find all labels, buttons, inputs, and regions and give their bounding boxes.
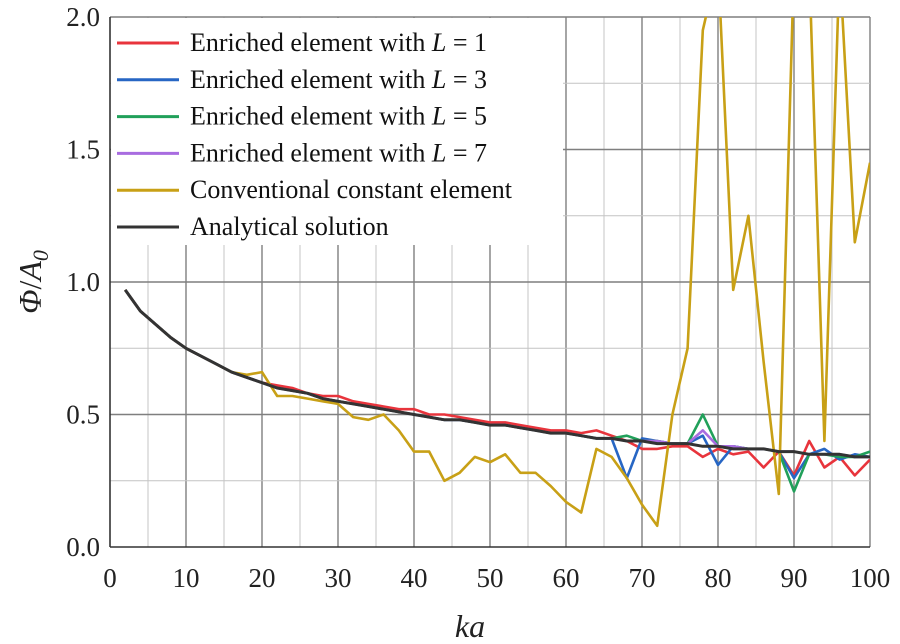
x-tick-label: 60 <box>553 563 580 593</box>
legend-label: Enriched element with L = 5 <box>190 102 487 131</box>
x-tick-label: 80 <box>705 563 732 593</box>
y-axis-label-sub: A <box>12 261 48 283</box>
y-tick-label: 0.0 <box>66 532 100 562</box>
x-tick-label: 0 <box>103 563 117 593</box>
series-line-5 <box>124 17 870 528</box>
legend-label: Conventional constant element <box>190 175 513 204</box>
y-tick-label: 1.0 <box>66 267 100 297</box>
y-axis-label-sep: / <box>12 281 48 290</box>
x-tick-label: 90 <box>781 563 808 593</box>
x-tick-label: 70 <box>629 563 656 593</box>
legend-label: Enriched element with L = 3 <box>190 65 487 94</box>
y-axis-label-subscript: 0 <box>28 250 53 261</box>
series-line-6 <box>123 289 870 459</box>
legend-label: Analytical solution <box>190 212 389 241</box>
y-axis-label-main: Φ <box>12 290 48 314</box>
y-tick-label: 0.5 <box>66 400 100 430</box>
x-tick-label: 50 <box>477 563 504 593</box>
legend-box <box>111 18 563 245</box>
legend: Enriched element with L = 1 Enriched elem… <box>111 18 563 245</box>
x-tick-label: 30 <box>325 563 352 593</box>
series-layer <box>123 17 870 528</box>
x-tick-label: 40 <box>401 563 428 593</box>
y-tick-label: 1.5 <box>66 135 100 165</box>
x-axis-label: ka <box>455 608 485 644</box>
legend-label: Enriched element with L = 1 <box>190 28 487 57</box>
y-axis-label: Φ/A0 <box>12 250 53 314</box>
tick-labels: 0 10 20 30 40 50 60 70 80 90 100 0.0 0.5 1.0 1.5 2.0 <box>66 2 890 593</box>
y-tick-label: 2.0 <box>66 2 100 32</box>
x-tick-label: 20 <box>249 563 276 593</box>
legend-label: Enriched element with L = 7 <box>190 138 487 167</box>
x-tick-label: 100 <box>850 563 891 593</box>
x-tick-label: 10 <box>173 563 200 593</box>
